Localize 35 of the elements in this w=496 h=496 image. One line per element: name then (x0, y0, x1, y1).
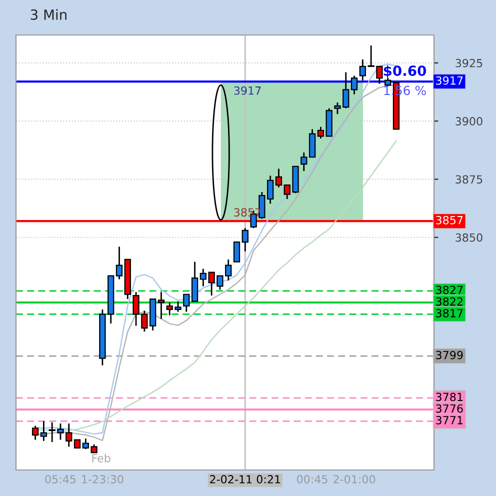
candlestick (300, 152, 308, 172)
candlestick (308, 128, 316, 158)
y-tick-label: 3900 (456, 117, 482, 126)
ref-line-label: 3822 (436, 297, 462, 306)
x-tick-label: 1-23:30 (82, 475, 124, 484)
annotation: 3917 (234, 86, 261, 95)
candlestick (242, 227, 248, 252)
candlestick (158, 291, 165, 320)
candlestick (116, 246, 123, 280)
annotation: $0.60 (384, 65, 426, 78)
ref-line-label: 3917 (436, 76, 463, 85)
candlestick (233, 241, 240, 262)
ref-line-label: 3771 (436, 416, 463, 424)
y-tick-label: 3850 (456, 233, 482, 242)
y-tick-label: 3875 (456, 175, 482, 184)
candlestick (275, 168, 282, 188)
candlestick (183, 294, 190, 313)
ref-line-label: 3781 (436, 392, 463, 402)
ref-line-label: 3799 (436, 350, 463, 360)
x-tick-label: 2-01:00 (334, 475, 376, 484)
candlestick (32, 425, 39, 440)
chart-title: 3 Min (30, 9, 66, 20)
candlestick (40, 420, 48, 442)
ref-line-label: 3857 (436, 216, 463, 224)
ref-line-label: 3776 (436, 404, 463, 413)
y-tick-label: 3925 (456, 58, 482, 68)
ref-line-label: 3817 (436, 308, 463, 318)
x-tick-label: 05:45 (45, 475, 76, 484)
candlestick (350, 75, 358, 96)
candlestick (191, 261, 198, 302)
candlestick (317, 126, 324, 140)
ref-line-label: 3827 (436, 286, 463, 294)
x-tick-label: 2-02-11 0:21 (210, 475, 280, 484)
annotation: Feb (92, 454, 110, 462)
x-tick-label: 00:45 (297, 475, 328, 484)
